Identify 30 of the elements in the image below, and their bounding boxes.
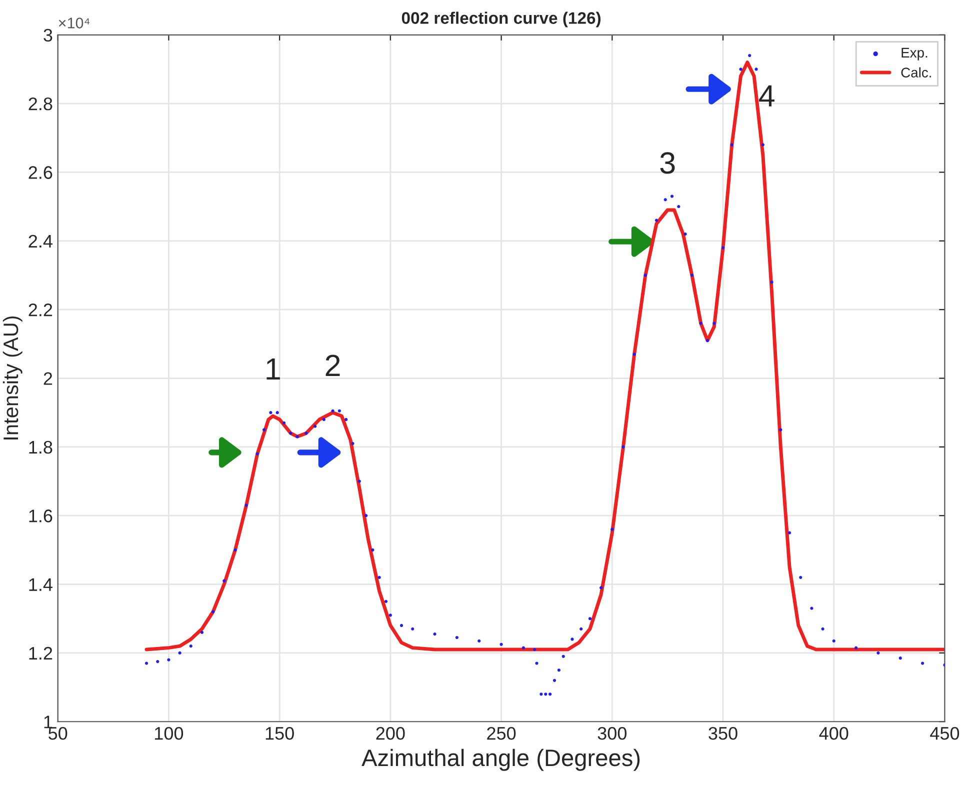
x-tick-label: 350 xyxy=(708,726,738,740)
y-tick-label: 1.4 xyxy=(29,578,52,591)
y-tick-label: 2.6 xyxy=(28,166,52,179)
text: ×10⁴ xyxy=(58,18,90,28)
x-axis-title: Azimuthal angle (Degrees) xyxy=(362,748,640,771)
x-tick-label: 450 xyxy=(930,726,960,740)
y-tick-label: 2 xyxy=(44,372,52,385)
y-tick-label: 1.2 xyxy=(29,646,52,660)
annotation: 4 xyxy=(759,85,774,106)
x-tick-label: 250 xyxy=(487,726,516,740)
x-tick-label: 100 xyxy=(155,726,184,740)
y-tick-label: 2.4 xyxy=(28,234,52,248)
y-axis-title: Intensity (AU) xyxy=(2,316,22,440)
legend-label: Calc. xyxy=(901,67,931,78)
y-tick-label: 1.6 xyxy=(29,510,52,522)
y-tick-label: 3 xyxy=(44,28,52,42)
y-tick-label: 2.8 xyxy=(28,98,52,110)
x-tick-label: 400 xyxy=(819,726,848,740)
x-tick-label: 200 xyxy=(376,726,405,740)
annotation: 1 xyxy=(266,358,280,380)
y-tick-label: 2.2 xyxy=(28,304,52,316)
legend-label: Exp. xyxy=(902,48,928,60)
annotation: 3 xyxy=(660,152,675,174)
x-tick-label: 300 xyxy=(598,726,626,740)
y-tick-label: 1 xyxy=(44,716,52,728)
x-tick-label: 50 xyxy=(48,726,68,740)
chart-title: 002 reflection curve (126) xyxy=(402,12,601,28)
y-tick-label: 1.8 xyxy=(29,440,52,454)
x-tick-label: 150 xyxy=(266,726,294,740)
annotation: 2 xyxy=(326,354,340,376)
